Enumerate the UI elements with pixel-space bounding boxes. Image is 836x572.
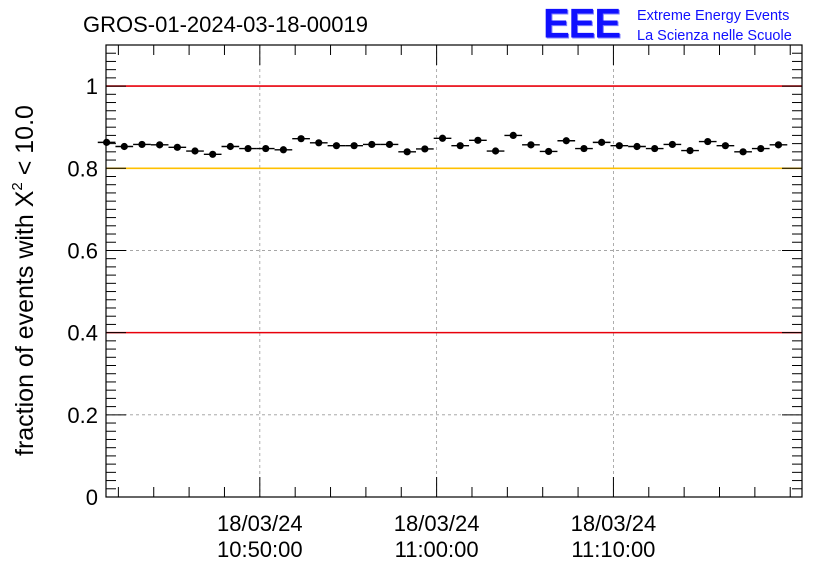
- data-point: [438, 134, 447, 142]
- data-point: [456, 142, 464, 150]
- data-point: [262, 144, 270, 153]
- logo-mark: EEE: [543, 0, 621, 48]
- data-point: [668, 140, 676, 149]
- data-point: [279, 146, 288, 154]
- data-point: [562, 137, 570, 145]
- data-point: [226, 142, 234, 151]
- y-axis: 0 0.2 0.4 0.6 0.8 1: [67, 44, 802, 510]
- data-point: [297, 135, 305, 143]
- data-point: [509, 131, 517, 139]
- data-point: [315, 139, 323, 147]
- plot-frame: [105, 44, 803, 498]
- data-point: [403, 148, 411, 156]
- logo-line-2: La Scienza nelle Scuole: [637, 28, 792, 44]
- data-point: [774, 141, 783, 149]
- data-point: [721, 142, 730, 150]
- data-point: [757, 144, 765, 153]
- data-point: [120, 142, 128, 151]
- data-point: [633, 142, 641, 151]
- data-point: [580, 144, 588, 153]
- data-point: [545, 147, 553, 156]
- reference-lines: [106, 85, 802, 334]
- data-point: [103, 138, 111, 146]
- data-point: [209, 150, 217, 158]
- y-tick-label: 0: [86, 485, 98, 510]
- data-point: [421, 145, 429, 153]
- data-point: [156, 141, 164, 149]
- y-tick-label: 0.6: [67, 238, 98, 263]
- data-point: [739, 148, 747, 156]
- x-tick-label-date: 18/03/24: [571, 511, 657, 536]
- x-tick-label-time: 11:00:00: [395, 537, 479, 562]
- data-point: [615, 142, 623, 150]
- data-point: [138, 140, 146, 149]
- data-point: [244, 144, 252, 153]
- x-tick-label-date: 18/03/24: [217, 511, 303, 536]
- x-axis: 18/03/2410:50:0018/03/2411:00:0018/03/24…: [117, 45, 791, 562]
- data-point: [686, 147, 694, 155]
- eee-logo: EEE Extreme Energy Events La Scienza nel…: [543, 1, 833, 47]
- data-point: [474, 136, 482, 144]
- data-point: [385, 140, 394, 149]
- data-point: [332, 142, 341, 150]
- y-tick-label: 0.2: [67, 403, 98, 428]
- data-point: [368, 140, 376, 149]
- y-axis-label-prefix: fraction of events with: [11, 207, 39, 456]
- grid: [106, 45, 802, 497]
- data-point: [651, 144, 659, 153]
- data-point: [173, 143, 181, 151]
- y-axis-label-symbol: X: [11, 190, 39, 207]
- chart-title: GROS-01-2024-03-18-00019: [83, 12, 368, 37]
- data-points: [97, 131, 788, 158]
- y-tick-label: 0.8: [67, 156, 98, 181]
- data-point: [491, 147, 500, 155]
- y-axis-label-suffix: < 10.0: [11, 105, 39, 182]
- y-tick-label: 0.4: [67, 321, 98, 346]
- data-point: [350, 142, 358, 150]
- x-tick-label-date: 18/03/24: [394, 511, 480, 536]
- data-point: [191, 147, 199, 155]
- y-tick-label: 1: [86, 74, 98, 99]
- y-axis-label: fraction of events with X2 < 10.0: [9, 105, 39, 456]
- data-point: [598, 138, 606, 146]
- data-point: [704, 137, 712, 146]
- x-tick-label-time: 11:10:00: [571, 537, 655, 562]
- x-tick-label-time: 10:50:00: [217, 537, 303, 562]
- data-point: [527, 141, 535, 149]
- logo-line-1: Extreme Energy Events: [637, 8, 790, 24]
- y-axis-label-exponent: 2: [9, 182, 26, 190]
